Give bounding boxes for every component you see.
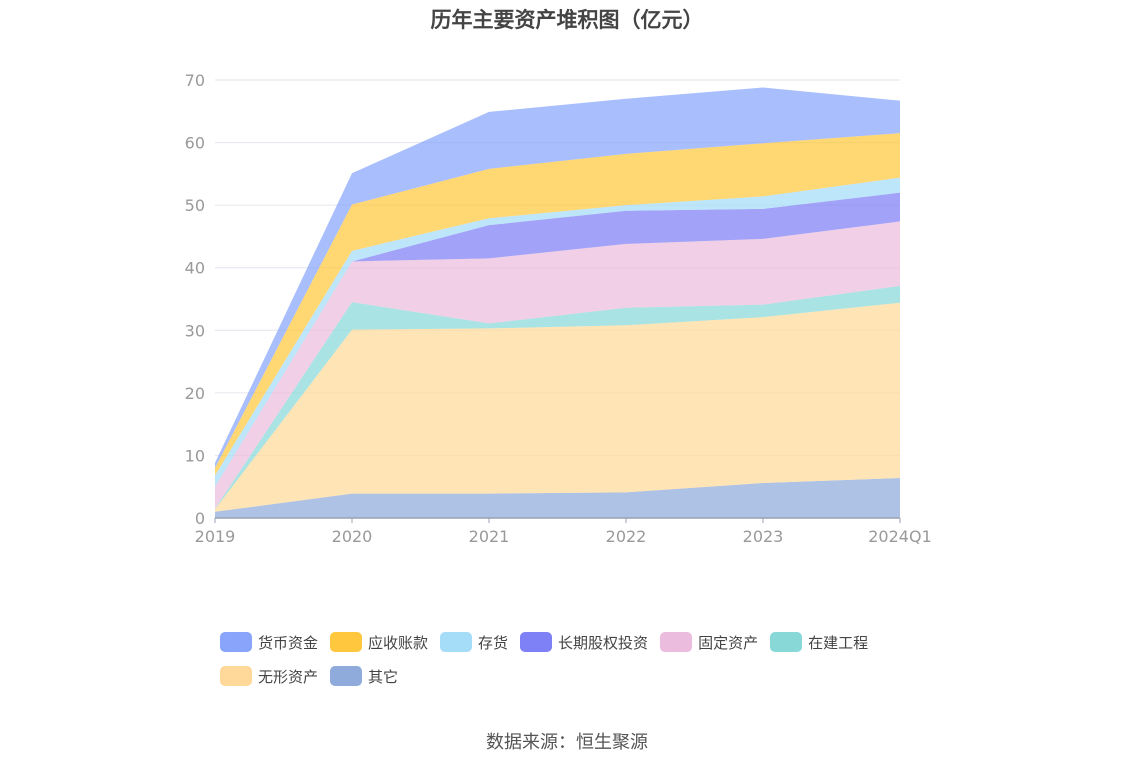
legend-label: 货币资金 (258, 633, 319, 652)
area-series-4 (215, 192, 900, 487)
area-series-0 (215, 477, 900, 518)
legend-label: 应收账款 (368, 633, 429, 652)
y-tick-label: 40 (185, 259, 205, 278)
y-tick-label: 50 (185, 196, 205, 215)
legend-item[interactable]: 存货 (440, 630, 508, 654)
x-tick-label: 2022 (606, 527, 647, 546)
legend-swatch (440, 632, 473, 652)
area-series-7 (215, 87, 900, 468)
legend-swatch (770, 632, 803, 652)
legend-swatch (520, 632, 553, 652)
legend-item[interactable]: 长期股权投资 (520, 630, 648, 654)
legend-swatch (330, 666, 363, 686)
legend-item[interactable]: 应收账款 (330, 630, 428, 654)
area-series-6 (215, 133, 900, 476)
axes: 0 10 20 30 40 50 60 70 2019 2020 2021 2022 2023 2024Q… (185, 71, 932, 546)
legend-item[interactable]: 货币资金 (220, 630, 318, 654)
y-tick-label: 60 (185, 134, 205, 153)
y-tick-label: 30 (185, 321, 205, 340)
legend-label: 无形资产 (258, 667, 319, 686)
y-tick-label: 70 (185, 71, 205, 90)
legend-swatch (220, 666, 252, 686)
legend: 货币资金 应收账款 存货 长期股权投资 固定资产 在建工程无形资产 其它 (220, 630, 940, 698)
y-tick-label: 10 (185, 446, 205, 465)
area-series-2 (215, 285, 900, 510)
y-tick-label: 0 (195, 509, 205, 528)
data-source-note: 数据来源：恒生聚源 (486, 732, 648, 753)
area-series (215, 87, 900, 518)
legend-label: 在建工程 (808, 633, 869, 652)
legend-swatch (330, 632, 363, 652)
legend-item[interactable]: 其它 (330, 664, 398, 688)
legend-label: 其它 (368, 667, 399, 686)
legend-label: 长期股权投资 (558, 633, 649, 652)
legend-label: 固定资产 (698, 633, 759, 652)
area-series-3 (215, 221, 900, 509)
legend-swatch (660, 632, 693, 652)
legend-swatch (220, 632, 252, 652)
y-tick-label: 20 (185, 384, 205, 403)
legend-item[interactable]: 无形资产 (220, 664, 318, 688)
chart-title: 历年主要资产堆积图（亿元） (430, 8, 704, 32)
x-tick-label: 2021 (469, 527, 510, 546)
legend-item[interactable]: 在建工程 (770, 630, 868, 654)
legend-label: 存货 (478, 633, 509, 652)
legend-item[interactable]: 固定资产 (660, 630, 758, 654)
area-series-1 (215, 302, 900, 512)
x-tick-label: 2023 (743, 527, 784, 546)
x-tick-label: 2019 (195, 527, 236, 546)
x-tick-label: 2020 (332, 527, 373, 546)
x-tick-label: 2024Q1 (868, 527, 932, 546)
